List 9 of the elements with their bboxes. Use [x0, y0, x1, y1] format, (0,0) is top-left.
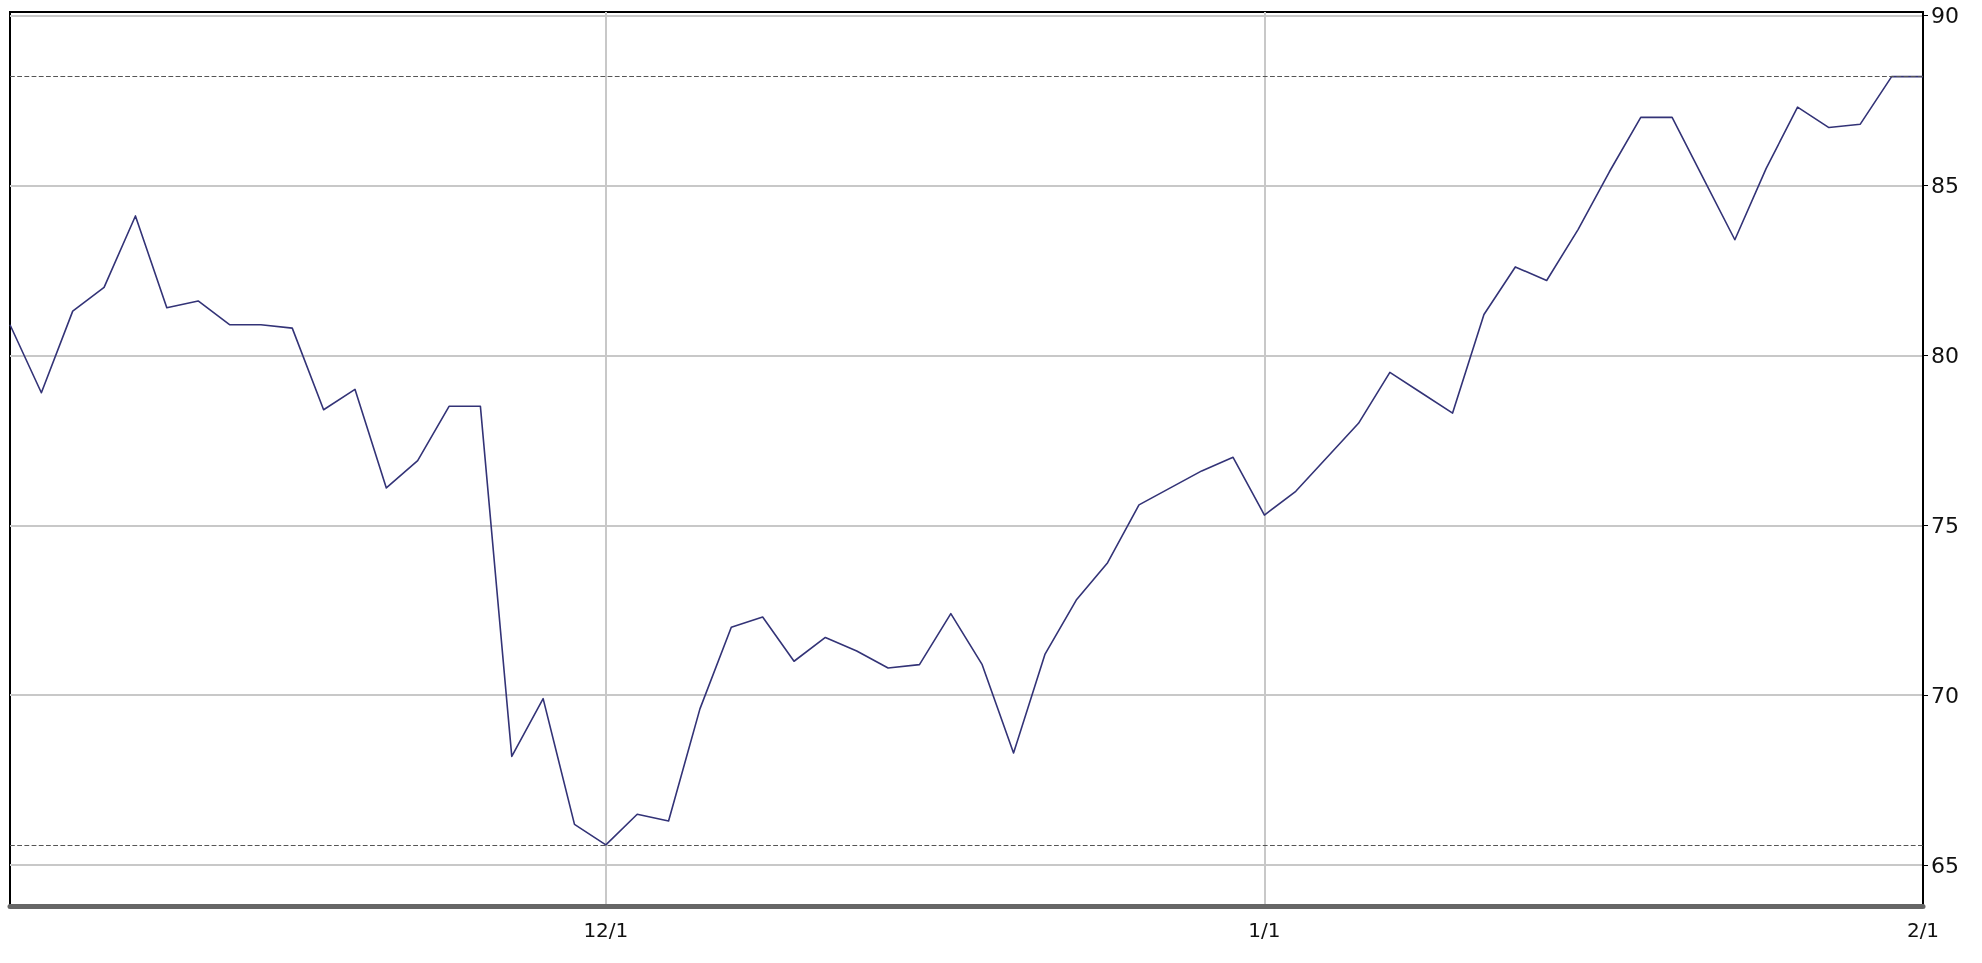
y-tick-label: 80	[1931, 342, 1959, 368]
y-tick-label: 70	[1931, 682, 1959, 708]
y-tick-label: 85	[1931, 172, 1959, 198]
x-tick-label: 1/1	[1248, 918, 1281, 942]
y-tick-label: 65	[1931, 852, 1959, 878]
x-tick-label: 12/1	[583, 918, 629, 942]
y-tick-label: 90	[1931, 2, 1959, 28]
x-tick-label: 2/1	[1906, 918, 1940, 942]
y-tick-label: 75	[1931, 512, 1959, 538]
